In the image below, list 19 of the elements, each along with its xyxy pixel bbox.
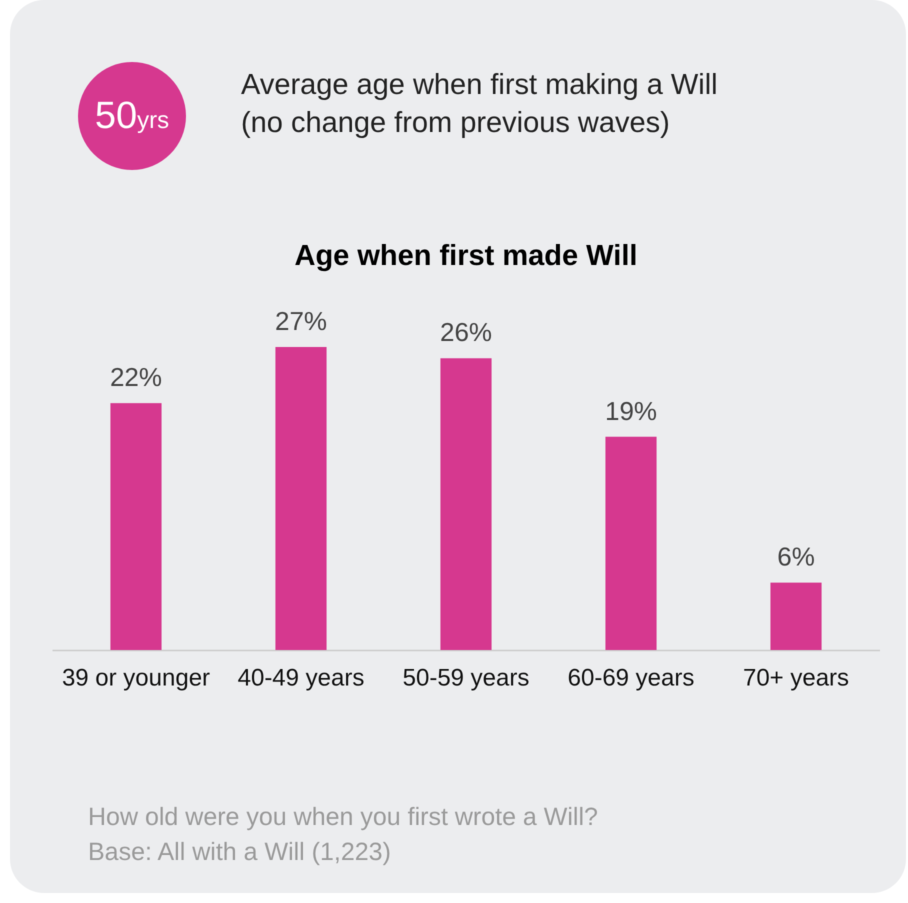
text: How old were you when you first wrote a Will? (88, 802, 598, 833)
data-label: 6% (777, 542, 815, 572)
text: Base: All with a Will (1,223) (88, 837, 392, 868)
bar (440, 358, 492, 650)
x-tick-label: 60-69 years (568, 664, 694, 692)
text: Average age when first making a Will (no change from previous waves) (241, 68, 719, 141)
x-tick-label: 50-59 years (402, 664, 530, 692)
chart-title: Age when first made Will (294, 240, 638, 273)
bar (605, 436, 657, 650)
bar (770, 582, 822, 650)
x-tick-label: 39 or younger (62, 664, 210, 692)
data-label: 19% (604, 396, 658, 426)
x-tick-label: 70+ years (742, 664, 850, 692)
data-label: 27% (274, 306, 328, 336)
bar (110, 403, 162, 650)
x-tick-label: 40-49 years (238, 664, 364, 692)
data-label: 22% (110, 362, 162, 392)
bar (275, 347, 327, 650)
data-label: 26% (440, 317, 492, 348)
